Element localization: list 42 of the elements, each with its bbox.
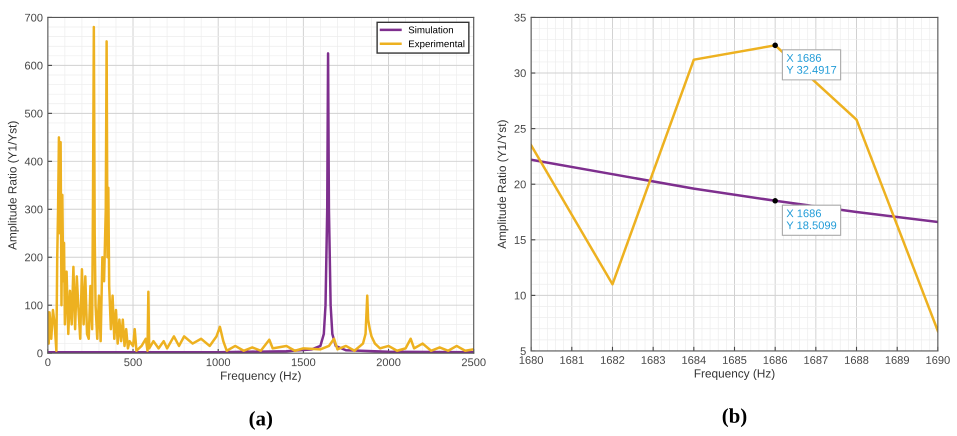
y-tick-label: 30 [514, 69, 526, 78]
x-tick-label: 1689 [886, 356, 910, 364]
x-tick-label: 2000 [376, 358, 400, 366]
x-tick-label: 500 [124, 358, 142, 366]
y-tick-label: 5 [520, 347, 526, 356]
legend-label: Experimental [409, 40, 464, 50]
y-tick-label: 500 [24, 110, 43, 118]
y-tick-label: 100 [25, 301, 43, 310]
x-axis-title: Frequency (Hz) [221, 371, 301, 382]
y-tick-label: 20 [514, 180, 526, 188]
text: (a) [250, 410, 272, 430]
y-tick-label: 25 [514, 124, 526, 133]
x-tick-label: 1687 [804, 356, 828, 364]
y-tick-label: 0 [37, 349, 43, 358]
annotation: X 1686 Y 18.5099 [786, 209, 836, 230]
x-tick-label: 1685 [722, 356, 746, 364]
y-tick-label: 700 [25, 14, 43, 22]
y-tick-label: 35 [514, 14, 526, 22]
x-tick-label: 1682 [600, 356, 624, 364]
x-tick-label: 1686 [764, 356, 788, 364]
y-tick-label: 400 [24, 158, 43, 166]
x-tick-label: 1500 [292, 358, 316, 366]
x-tick-label: 1690 [926, 356, 950, 364]
x-tick-label: 1684 [682, 356, 706, 364]
x-tick-label: 2500 [462, 358, 486, 366]
text: (b) [722, 408, 746, 428]
x-tick-label: 1681 [560, 356, 584, 364]
annotation: X 1686 Y 32.4917 [786, 54, 836, 74]
y-axis-title: Amplitude Ratio (Y1/Yst) [8, 121, 19, 250]
y-axis-title: Amplitude Ratio (Y1/Yst) [497, 120, 508, 249]
x-tick-label: 1000 [206, 358, 230, 366]
x-tick-label: 1688 [845, 356, 868, 364]
y-tick-label: 15 [514, 236, 526, 244]
y-tick-label: 300 [24, 206, 43, 214]
x-tick-label: 0 [45, 358, 51, 366]
y-tick-label: 600 [25, 62, 43, 70]
x-tick-label: 1683 [642, 356, 666, 364]
y-tick-label: 200 [25, 254, 43, 262]
legend-label: Simulation [408, 26, 453, 34]
x-tick-label: 1680 [520, 356, 544, 364]
y-tick-label: 10 [514, 292, 526, 300]
x-axis-title: Frequency (Hz) [694, 368, 774, 380]
